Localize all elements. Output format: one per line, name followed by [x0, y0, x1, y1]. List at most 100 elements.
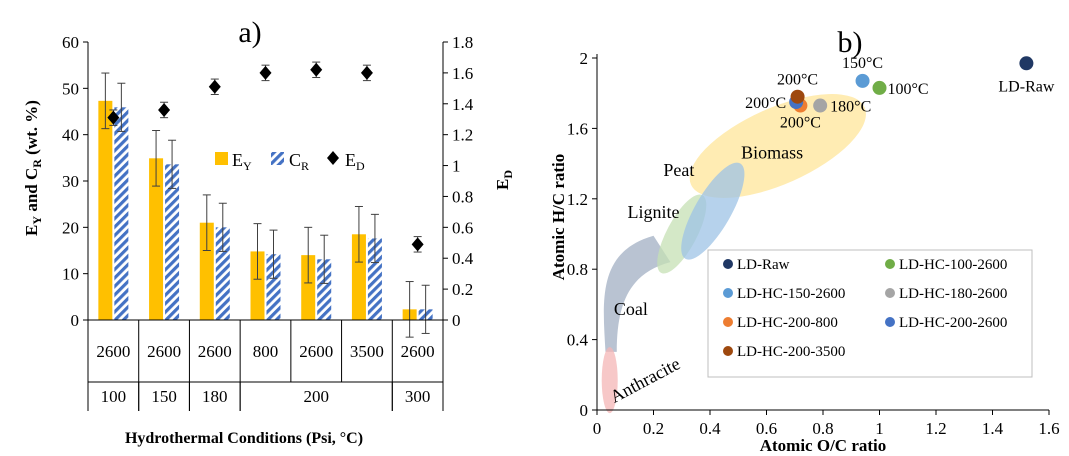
- chart-b: b) 0 0.4 0.8 1.2 1.6 2 0 0.2 0.4 0.6 0.8 1 1.2 1.4 1.6…: [549, 26, 1060, 455]
- legend-ed-marker: [327, 151, 339, 165]
- chart-a-y-tick-label-right: 0: [452, 311, 461, 330]
- chart-a: a) EY and CR (wt. %) ED 0 10 20 30 40 50 60 0 0.…: [22, 16, 515, 447]
- chart-b-panel-label: b): [838, 26, 863, 59]
- chart-b-axes: 0 0.4 0.8 1.2 1.6 2 0 0.2 0.4 0.6 0.8 1 1.2 1.4 1.6: [567, 49, 1060, 438]
- chart-a-y-tick-label-left: 20: [62, 218, 79, 237]
- chart-a-y-tick-label-right: 1.8: [452, 33, 473, 52]
- legend-marker: [885, 288, 895, 298]
- chart-b-y-tick-label: 0: [580, 401, 589, 420]
- bar-ey: [351, 234, 366, 320]
- chart-b-x-axis-label: Atomic O/C ratio: [760, 436, 887, 455]
- chart-a-y-tick-label-left: 50: [62, 79, 79, 98]
- chart-b-x-tick-label: 1.6: [1038, 419, 1059, 438]
- region-peat: [681, 162, 745, 260]
- bar-cr: [215, 227, 230, 320]
- region-label: Biomass: [741, 142, 803, 162]
- chart-b-x-tick-label: 1: [875, 419, 884, 438]
- legend-cr-label: CR: [289, 150, 309, 173]
- chart-b-coal-regions: [601, 94, 866, 414]
- chart-b-y-tick-label: 2: [580, 49, 589, 68]
- point-label: 150°C: [842, 55, 883, 72]
- legend-ey-label: EY: [232, 150, 252, 173]
- point-ld-hc-100-2600: [872, 80, 887, 95]
- chart-a-bars: [98, 100, 433, 321]
- chart-a-y-tick-label-right: 1.4: [452, 95, 474, 114]
- legend-label: LD-HC-200-3500: [737, 344, 845, 360]
- legend-label: LD-HC-150-2600: [737, 286, 845, 302]
- region-label: Lignite: [628, 202, 680, 222]
- legend-label: LD-Raw: [737, 257, 790, 273]
- legend-marker: [723, 288, 733, 298]
- bar-ey: [98, 100, 113, 321]
- category-temperature-label: 300: [405, 387, 431, 406]
- point-ld-hc-180-2600: [813, 98, 828, 113]
- marker-ed: [411, 237, 424, 252]
- chart-a-y-axis-right-label: ED: [493, 170, 515, 190]
- legend-ey-swatch: [215, 152, 228, 165]
- chart-b-y-axis-label: Atomic H/C ratio: [549, 154, 568, 281]
- bar-ey: [301, 255, 316, 320]
- point-label: 200°C: [780, 115, 821, 132]
- legend-marker: [723, 346, 733, 356]
- category-temperature-label: 180: [202, 387, 228, 406]
- chart-b-legend: LD-Raw LD-HC-100-2600 LD-HC-150-2600 LD-HC-…: [707, 249, 1033, 378]
- bar-cr: [266, 254, 281, 320]
- legend-marker: [723, 259, 733, 269]
- chart-b-x-tick-label: 0.2: [643, 419, 664, 438]
- legend-marker: [885, 259, 895, 269]
- region-label: Coal: [614, 299, 648, 319]
- chart-b-point-labels: LD-Raw 150°C 100°C 200°C 200°C 180°C 200°C: [745, 55, 1055, 132]
- legend-label: LD-HC-180-2600: [899, 286, 1007, 302]
- bar-cr: [114, 107, 129, 320]
- category-pressure-label: 2600: [96, 342, 130, 361]
- bar-ey: [149, 158, 164, 320]
- category-pressure-label: 800: [253, 342, 279, 361]
- chart-a-panel-label: a): [238, 16, 261, 49]
- chart-b-y-tick-label: 0.4: [567, 331, 589, 350]
- chart-b-y-tick-label: 1.2: [567, 190, 588, 209]
- legend-label: LD-HC-200-2600: [899, 315, 1007, 331]
- chart-a-y-tick-label-right: 1.2: [452, 126, 473, 145]
- legend-ed-label: ED: [345, 150, 365, 173]
- chart-a-y-tick-label-left: 60: [62, 33, 79, 52]
- region-label: Peat: [663, 160, 694, 180]
- marker-ed: [208, 79, 221, 94]
- point-label: 200°C: [777, 72, 818, 89]
- category-temperature-label: 100: [101, 387, 127, 406]
- chart-b-y-tick-label: 0.8: [567, 260, 588, 279]
- chart-a-y-tick-label-right: 0.2: [452, 280, 473, 299]
- chart-b-x-tick-label: 1.4: [982, 419, 1004, 438]
- chart-b-x-tick-label: 1.2: [925, 419, 946, 438]
- chart-b-x-tick-label: 0: [593, 419, 602, 438]
- point-ld-hc-200-3500: [790, 89, 805, 104]
- chart-a-y-axis-left-label: EY and CR (wt. %): [22, 100, 44, 236]
- chart-b-y-tick-label: 1.6: [567, 119, 588, 138]
- point-label: 100°C: [888, 81, 929, 98]
- bar-ey: [250, 251, 265, 320]
- point-label: 200°C: [745, 95, 786, 112]
- point-label: LD-Raw: [998, 78, 1054, 95]
- category-pressure-label: 2600: [198, 342, 232, 361]
- region-coal: [603, 235, 671, 352]
- bar-ey: [199, 222, 214, 320]
- chart-a-axes: 0 10 20 30 40 50 60 0 0.2 0.4 0.6 0.8 1 1.2 1.4 1.6 1.8: [62, 33, 474, 330]
- category-temperature-label: 150: [151, 387, 177, 406]
- chart-a-y-tick-label-left: 40: [62, 126, 79, 145]
- legend-marker: [885, 317, 895, 327]
- region-anthracite: [601, 347, 618, 414]
- chart-a-y-tick-label-right: 0.4: [452, 249, 474, 268]
- chart-a-y-tick-label-left: 10: [62, 265, 79, 284]
- marker-ed: [259, 65, 272, 80]
- point-ld-raw: [1019, 56, 1034, 71]
- chart-a-category-table: 2600 2600 2600 800 2600 3500 2600 100 150 180 200 3…: [87, 319, 444, 411]
- region-label: Anthracite: [607, 353, 683, 406]
- chart-b-points: [789, 56, 1034, 113]
- chart-a-y-tick-label-right: 0.8: [452, 187, 473, 206]
- legend-label: LD-HC-100-2600: [899, 257, 1007, 273]
- category-pressure-label: 2600: [299, 342, 333, 361]
- legend-cr-swatch: [271, 152, 284, 165]
- bar-cr: [367, 238, 382, 320]
- chart-a-ed-markers: [107, 62, 424, 252]
- category-pressure-label: 2600: [401, 342, 435, 361]
- chart-a-legend: EY CR ED: [215, 150, 365, 173]
